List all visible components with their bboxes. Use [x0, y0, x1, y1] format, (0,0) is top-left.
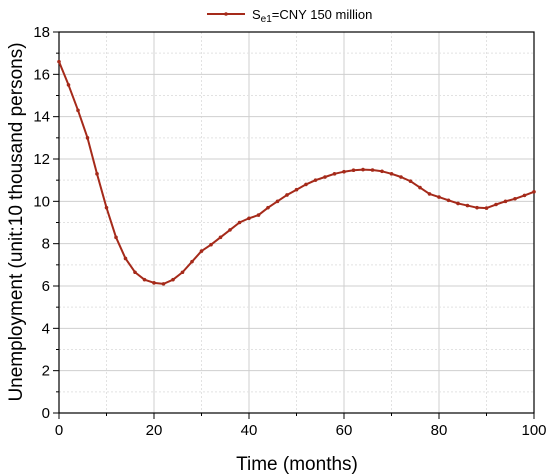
axis-ticks: 0 20 40 60 80 100 0 2 4 6 8 10 12 14 16 18	[33, 24, 546, 439]
x-tick-label: 0	[55, 422, 63, 439]
data-point	[95, 172, 99, 176]
x-tick-label: 20	[146, 422, 163, 439]
data-point	[152, 281, 156, 285]
data-point	[313, 178, 318, 182]
x-tick-label: 40	[241, 422, 258, 439]
data-point	[351, 168, 356, 173]
data-point	[332, 172, 337, 176]
data-point	[418, 185, 422, 190]
y-tick-label: 0	[42, 405, 50, 422]
data-point	[171, 277, 175, 282]
y-tick-label: 2	[42, 363, 50, 380]
data-point	[513, 196, 517, 201]
data-point	[323, 175, 327, 179]
data-point	[465, 203, 470, 208]
data-point	[389, 172, 394, 176]
grid	[59, 32, 534, 413]
legend-label-main: S	[252, 7, 261, 22]
data-point	[475, 205, 479, 210]
legend: Se1=CNY 150 million	[207, 7, 372, 25]
data-point	[427, 192, 432, 196]
legend-label-sub: e1	[261, 14, 273, 25]
data-point	[133, 270, 137, 275]
data-point	[285, 193, 289, 197]
data-point	[361, 167, 365, 172]
y-tick-label: 10	[33, 193, 50, 210]
y-tick-label: 12	[33, 151, 50, 168]
data-point	[522, 193, 527, 198]
data-point	[399, 175, 403, 179]
data-point	[304, 182, 308, 187]
data-point	[294, 187, 299, 192]
data-point	[57, 59, 61, 64]
data-point	[114, 235, 118, 240]
data-point	[408, 179, 413, 184]
y-tick-label: 14	[33, 109, 50, 126]
data-point	[66, 83, 71, 87]
data-point	[104, 205, 109, 210]
data-point	[142, 277, 147, 282]
data-point	[180, 270, 185, 275]
data-point	[484, 206, 489, 210]
x-tick-label: 80	[431, 422, 448, 439]
y-tick-label: 8	[42, 236, 50, 253]
data-point	[190, 259, 194, 264]
data-point	[218, 235, 223, 240]
x-axis-title: Time (months)	[236, 454, 358, 475]
legend-label: Se1=CNY 150 million	[252, 7, 372, 25]
data-point	[275, 199, 280, 204]
data-point	[342, 169, 346, 174]
data-point	[494, 202, 498, 207]
data-point	[199, 249, 204, 253]
data-point	[370, 168, 375, 172]
data-point	[85, 136, 90, 140]
y-axis-title: Unemployment (unit:10 thousand persons)	[6, 42, 27, 401]
data-point	[123, 256, 128, 261]
data-point	[266, 205, 270, 210]
data-point	[437, 195, 441, 199]
data-point	[256, 213, 261, 217]
y-tick-label: 4	[42, 320, 50, 337]
data-point	[209, 242, 213, 247]
data-point	[456, 201, 460, 206]
legend-label-rest: =CNY 150 million	[272, 7, 373, 22]
data-point	[76, 108, 80, 113]
y-tick-label: 6	[42, 278, 50, 295]
data-point	[161, 282, 166, 286]
data-point	[380, 169, 384, 174]
legend-marker	[224, 12, 228, 16]
y-tick-label: 16	[33, 66, 50, 83]
data-point	[247, 216, 251, 221]
data-point	[237, 220, 242, 225]
data-point	[228, 228, 232, 232]
x-tick-label: 60	[336, 422, 353, 439]
data-point	[503, 199, 508, 204]
data-point	[446, 198, 451, 203]
data-point	[532, 190, 536, 194]
series-group	[57, 59, 536, 286]
x-tick-label: 100	[521, 422, 546, 439]
y-tick-label: 18	[33, 24, 50, 41]
